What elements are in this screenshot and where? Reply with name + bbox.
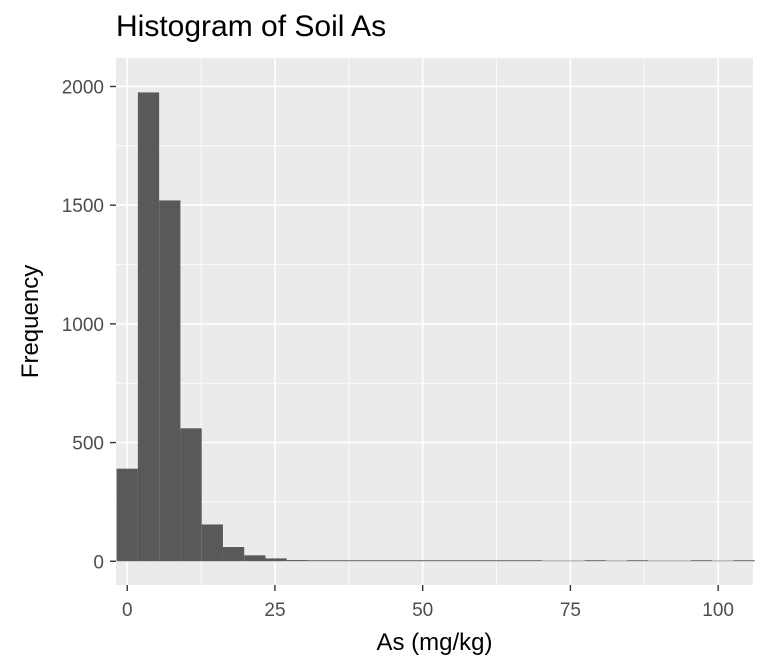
histogram-bar (605, 560, 628, 562)
x-tick-label: 0 (122, 600, 133, 621)
histogram-bar (329, 560, 351, 562)
histogram-bar (733, 560, 755, 562)
y-tick-label: 1500 (62, 196, 104, 217)
histogram-bar (159, 200, 181, 562)
histogram-bar (648, 560, 670, 562)
histogram-bar (584, 560, 606, 562)
x-tick-label: 75 (560, 600, 581, 621)
histogram-bar (414, 560, 436, 562)
x-tick-label: 50 (412, 600, 433, 621)
x-tick-label: 25 (264, 600, 285, 621)
histogram-bar (669, 560, 691, 562)
y-axis-ticks: 0 500 1000 1500 2000 (62, 77, 116, 573)
x-tick-label: 100 (702, 600, 734, 621)
histogram-bar (542, 560, 564, 562)
minor-gridlines (116, 58, 753, 585)
histogram-bar (478, 560, 500, 562)
histogram-bar (563, 560, 585, 562)
histogram-bars (116, 92, 755, 562)
histogram-bar (712, 560, 734, 562)
histogram-bar (222, 547, 245, 562)
histogram-bar (371, 560, 394, 562)
histogram-bar (180, 428, 202, 562)
histogram-bar (690, 560, 713, 562)
histogram-bar (393, 560, 415, 562)
plot-panel (116, 58, 753, 585)
histogram-bar (308, 560, 330, 562)
histogram-bar (286, 560, 309, 562)
histogram-bar (137, 92, 160, 562)
y-axis-title: Frequency (17, 265, 44, 378)
histogram-bar (116, 468, 138, 562)
histogram-bar (350, 560, 372, 562)
histogram-bar (520, 560, 543, 562)
histogram-bar (499, 560, 521, 562)
y-tick-label: 2000 (62, 77, 104, 98)
histogram-bar (435, 560, 457, 562)
y-tick-label: 500 (72, 434, 104, 455)
histogram-bar (456, 560, 479, 562)
chart-title: Histogram of Soil As (116, 10, 387, 43)
y-tick-label: 1000 (62, 315, 104, 336)
histogram-bar (244, 555, 266, 562)
y-tick-label: 0 (93, 552, 104, 573)
histogram-bar (265, 558, 287, 562)
histogram-bar (201, 524, 223, 562)
x-axis-ticks: 0 25 50 75 100 (122, 585, 734, 621)
x-axis-title: As (mg/kg) (376, 629, 492, 656)
histogram-bar (627, 560, 649, 562)
